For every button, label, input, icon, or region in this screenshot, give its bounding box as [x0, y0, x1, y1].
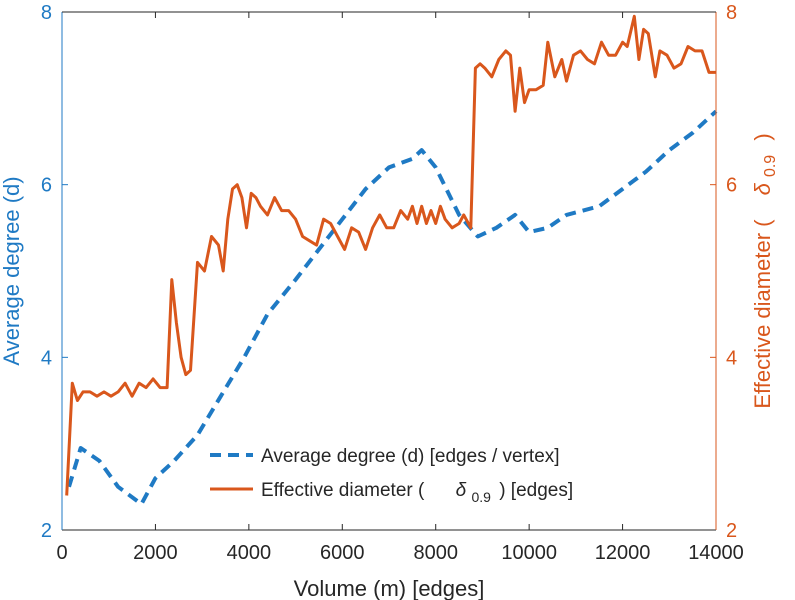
- right-axis-label-prefix: Effective diameter (: [750, 219, 775, 409]
- legend-diameter-symbol: δ: [456, 480, 467, 501]
- effective-diameter-line: [65, 14, 716, 496]
- right-axis-label-sub: 0.9: [762, 155, 779, 177]
- y-left-tick-label: 8: [41, 2, 52, 24]
- legend-diameter-suffix: ) [edges]: [499, 480, 573, 501]
- legend-degree-label: Average degree (d) [edges / vertex]: [261, 446, 560, 467]
- legend: Average degree (d) [edges / vertex] Effe…: [202, 434, 656, 508]
- x-tick-label: 12000: [595, 542, 651, 564]
- left-axis-label: Average degree (d): [0, 176, 24, 365]
- y-left-tick-label: 2: [41, 520, 52, 542]
- y-left-tick-label: 6: [41, 175, 52, 197]
- x-tick-label: 6000: [320, 542, 365, 564]
- y-right-tick-label: 4: [726, 347, 737, 369]
- x-tick-label: 8000: [413, 542, 458, 564]
- legend-box: [202, 434, 656, 508]
- x-tick-label: 10000: [501, 542, 557, 564]
- y-right-tick-label: 6: [726, 175, 737, 197]
- x-tick-label: 0: [56, 542, 67, 564]
- x-axis-label: Volume (m) [edges]: [294, 576, 485, 600]
- right-axis-label: Effective diameter ( δ 0.9 ): [750, 133, 780, 408]
- legend-diameter-label: Effective diameter ( δ 0.9 ) [edges]: [261, 480, 573, 507]
- y-right-tick-label: 8: [726, 2, 737, 24]
- right-axis-label-suffix: ): [750, 133, 775, 140]
- x-tick-label: 2000: [133, 542, 178, 564]
- y-left-tick-label: 4: [41, 347, 52, 369]
- legend-diameter-prefix: Effective diameter (: [261, 480, 425, 501]
- legend-diameter-sub: 0.9: [471, 489, 491, 505]
- x-tick-label: 4000: [227, 542, 272, 564]
- y-right-tick-label: 2: [726, 520, 737, 542]
- x-tick-label: 14000: [688, 542, 744, 564]
- right-axis-label-symbol: δ: [750, 182, 775, 195]
- series-group: [65, 14, 718, 507]
